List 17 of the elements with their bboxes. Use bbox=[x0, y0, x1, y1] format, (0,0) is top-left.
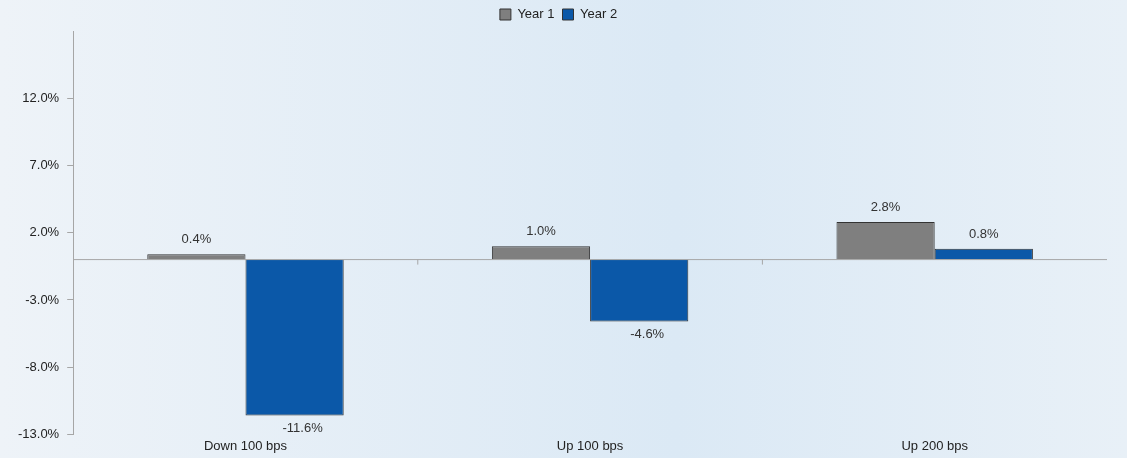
y-tick-label: 7.0% bbox=[29, 157, 60, 173]
x-tick-label: Down 100 bps bbox=[203, 437, 288, 453]
y-tick-label: -13.0% bbox=[17, 425, 60, 441]
legend-label: Year 1 bbox=[517, 6, 555, 22]
x-tick-label: Up 200 bps bbox=[901, 437, 969, 453]
y-tick-label: 12.0% bbox=[22, 89, 60, 105]
y-tick-label: 2.0% bbox=[29, 224, 60, 240]
legend-label: Year 2 bbox=[580, 6, 618, 22]
data-label: -4.6% bbox=[630, 325, 665, 341]
data-label: 0.4% bbox=[181, 231, 212, 247]
x-tick-label: Up 100 bps bbox=[556, 437, 624, 453]
y-tick-label: -8.0% bbox=[25, 358, 60, 374]
data-label: 2.8% bbox=[870, 199, 901, 215]
y-tick-label: -3.0% bbox=[25, 291, 60, 307]
data-label: -11.6% bbox=[282, 419, 324, 435]
data-label: 0.8% bbox=[968, 225, 1000, 241]
data-label: 1.0% bbox=[526, 223, 557, 239]
